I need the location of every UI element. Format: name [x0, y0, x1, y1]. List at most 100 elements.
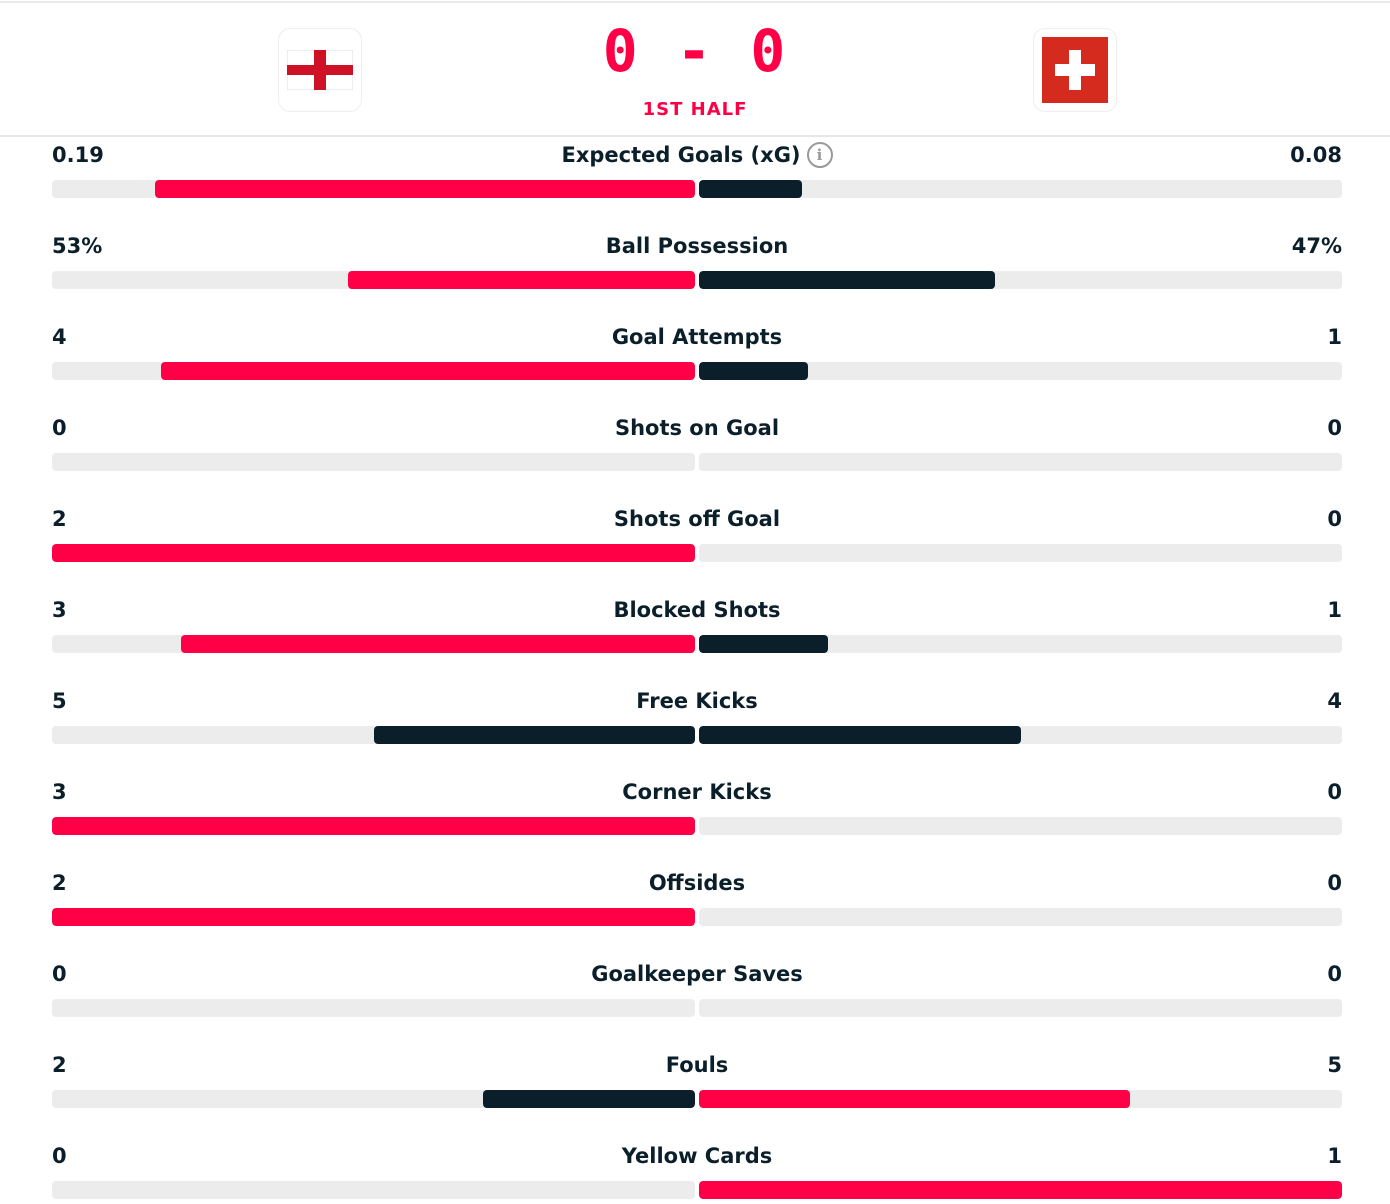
away-value: 0: [1327, 780, 1342, 804]
away-value: 4: [1327, 689, 1342, 713]
home-value: 2: [52, 871, 67, 895]
home-value: 53%: [52, 234, 103, 258]
stat-row: 2 Fouls 5: [52, 1050, 1342, 1110]
away-bar-track: [699, 908, 1342, 926]
stat-row: 0 Shots on Goal 0: [52, 413, 1342, 473]
stat-row: 0 Goalkeeper Saves 0: [52, 959, 1342, 1019]
home-bar-fill: [52, 544, 695, 562]
home-bar-track: [52, 1181, 695, 1199]
home-value: 2: [52, 507, 67, 531]
away-bar-fill: [699, 726, 1021, 744]
home-bar-track: [52, 726, 695, 744]
stat-label: Blocked Shots: [52, 595, 1342, 625]
stat-row: 0.19 Expected Goals (xG) i 0.08: [52, 140, 1342, 200]
away-bar-track: [699, 453, 1342, 471]
away-bar-fill: [699, 362, 809, 380]
home-bar-fill: [373, 726, 695, 744]
away-bar-track: [699, 726, 1342, 744]
home-value: 0: [52, 962, 67, 986]
home-bar-track: [52, 271, 695, 289]
top-divider: [0, 1, 1390, 3]
home-bar-fill: [52, 817, 695, 835]
away-value: 0: [1327, 871, 1342, 895]
home-team-logo[interactable]: [278, 28, 362, 112]
stat-label-text: Blocked Shots: [613, 598, 781, 622]
away-bar-fill: [699, 271, 995, 289]
away-value: 47%: [1291, 234, 1342, 258]
stat-row: 5 Free Kicks 4: [52, 686, 1342, 746]
home-bar-track: [52, 999, 695, 1017]
home-bar-track: [52, 180, 695, 198]
home-value: 0: [52, 1144, 67, 1168]
away-value: 1: [1327, 598, 1342, 622]
away-bar-track: [699, 544, 1342, 562]
stat-label-text: Free Kicks: [636, 689, 758, 713]
away-value: 0: [1327, 416, 1342, 440]
stat-label-text: Corner Kicks: [622, 780, 772, 804]
home-bar-track: [52, 908, 695, 926]
away-bar-track: [699, 1090, 1342, 1108]
away-value: 1: [1327, 1144, 1342, 1168]
home-value: 2: [52, 1053, 67, 1077]
info-icon[interactable]: i: [806, 142, 833, 168]
switzerland-flag-icon: [1042, 37, 1108, 103]
stat-row: 3 Corner Kicks 0: [52, 777, 1342, 837]
home-bar-track: [52, 453, 695, 471]
away-value: 1: [1327, 325, 1342, 349]
home-value: 0.19: [52, 143, 104, 167]
home-value: 3: [52, 780, 67, 804]
away-value: 0.08: [1290, 143, 1342, 167]
match-header: 0 - 0 1ST HALF: [0, 3, 1390, 137]
stat-label-text: Fouls: [665, 1053, 729, 1077]
stat-row: 2 Offsides 0: [52, 868, 1342, 928]
stat-label: Goalkeeper Saves: [52, 959, 1342, 989]
stat-label: Fouls: [52, 1050, 1342, 1080]
stat-label: Expected Goals (xG) i: [52, 140, 1342, 170]
home-value: 4: [52, 325, 67, 349]
away-value: 5: [1327, 1053, 1342, 1077]
away-bar-fill: [699, 1181, 1342, 1199]
stat-label-text: Ball Possession: [605, 234, 789, 258]
away-bar-fill: [699, 1090, 1130, 1108]
home-bar-fill: [161, 362, 695, 380]
stat-label-text: Offsides: [648, 871, 746, 895]
away-value: 0: [1327, 962, 1342, 986]
home-bar-fill: [347, 271, 695, 289]
stat-label: Goal Attempts: [52, 322, 1342, 352]
away-bar-track: [699, 1181, 1342, 1199]
home-bar-track: [52, 1090, 695, 1108]
stat-label-text: Goalkeeper Saves: [591, 962, 803, 986]
away-bar-track: [699, 362, 1342, 380]
stat-label-text: Yellow Cards: [621, 1144, 773, 1168]
away-bar-track: [699, 180, 1342, 198]
away-value: 0: [1327, 507, 1342, 531]
england-flag-icon: [287, 50, 353, 90]
stat-label: Corner Kicks: [52, 777, 1342, 807]
stat-row: 4 Goal Attempts 1: [52, 322, 1342, 382]
home-bar-fill: [482, 1090, 695, 1108]
home-bar-fill: [154, 180, 695, 198]
away-bar-track: [699, 635, 1342, 653]
stat-row: 53% Ball Possession 47%: [52, 231, 1342, 291]
stat-label: Free Kicks: [52, 686, 1342, 716]
away-team-logo[interactable]: [1033, 28, 1117, 112]
stat-label-text: Shots on Goal: [614, 416, 780, 440]
stat-label: Shots off Goal: [52, 504, 1342, 534]
match-period: 1ST HALF: [642, 99, 748, 120]
home-bar-track: [52, 817, 695, 835]
stat-label: Ball Possession: [52, 231, 1342, 261]
match-score: 0 - 0: [602, 17, 788, 85]
stat-label-text: Goal Attempts: [611, 325, 783, 349]
away-bar-track: [699, 999, 1342, 1017]
stat-row: 0 Yellow Cards 1: [52, 1141, 1342, 1201]
stat-label-text: Shots off Goal: [613, 507, 781, 531]
away-bar-fill: [699, 635, 828, 653]
stat-label-text: Expected Goals (xG): [561, 143, 801, 167]
away-bar-track: [699, 817, 1342, 835]
home-bar-track: [52, 635, 695, 653]
home-bar-fill: [180, 635, 695, 653]
stat-row: 3 Blocked Shots 1: [52, 595, 1342, 655]
stat-label: Shots on Goal: [52, 413, 1342, 443]
away-bar-track: [699, 271, 1342, 289]
home-bar-track: [52, 362, 695, 380]
